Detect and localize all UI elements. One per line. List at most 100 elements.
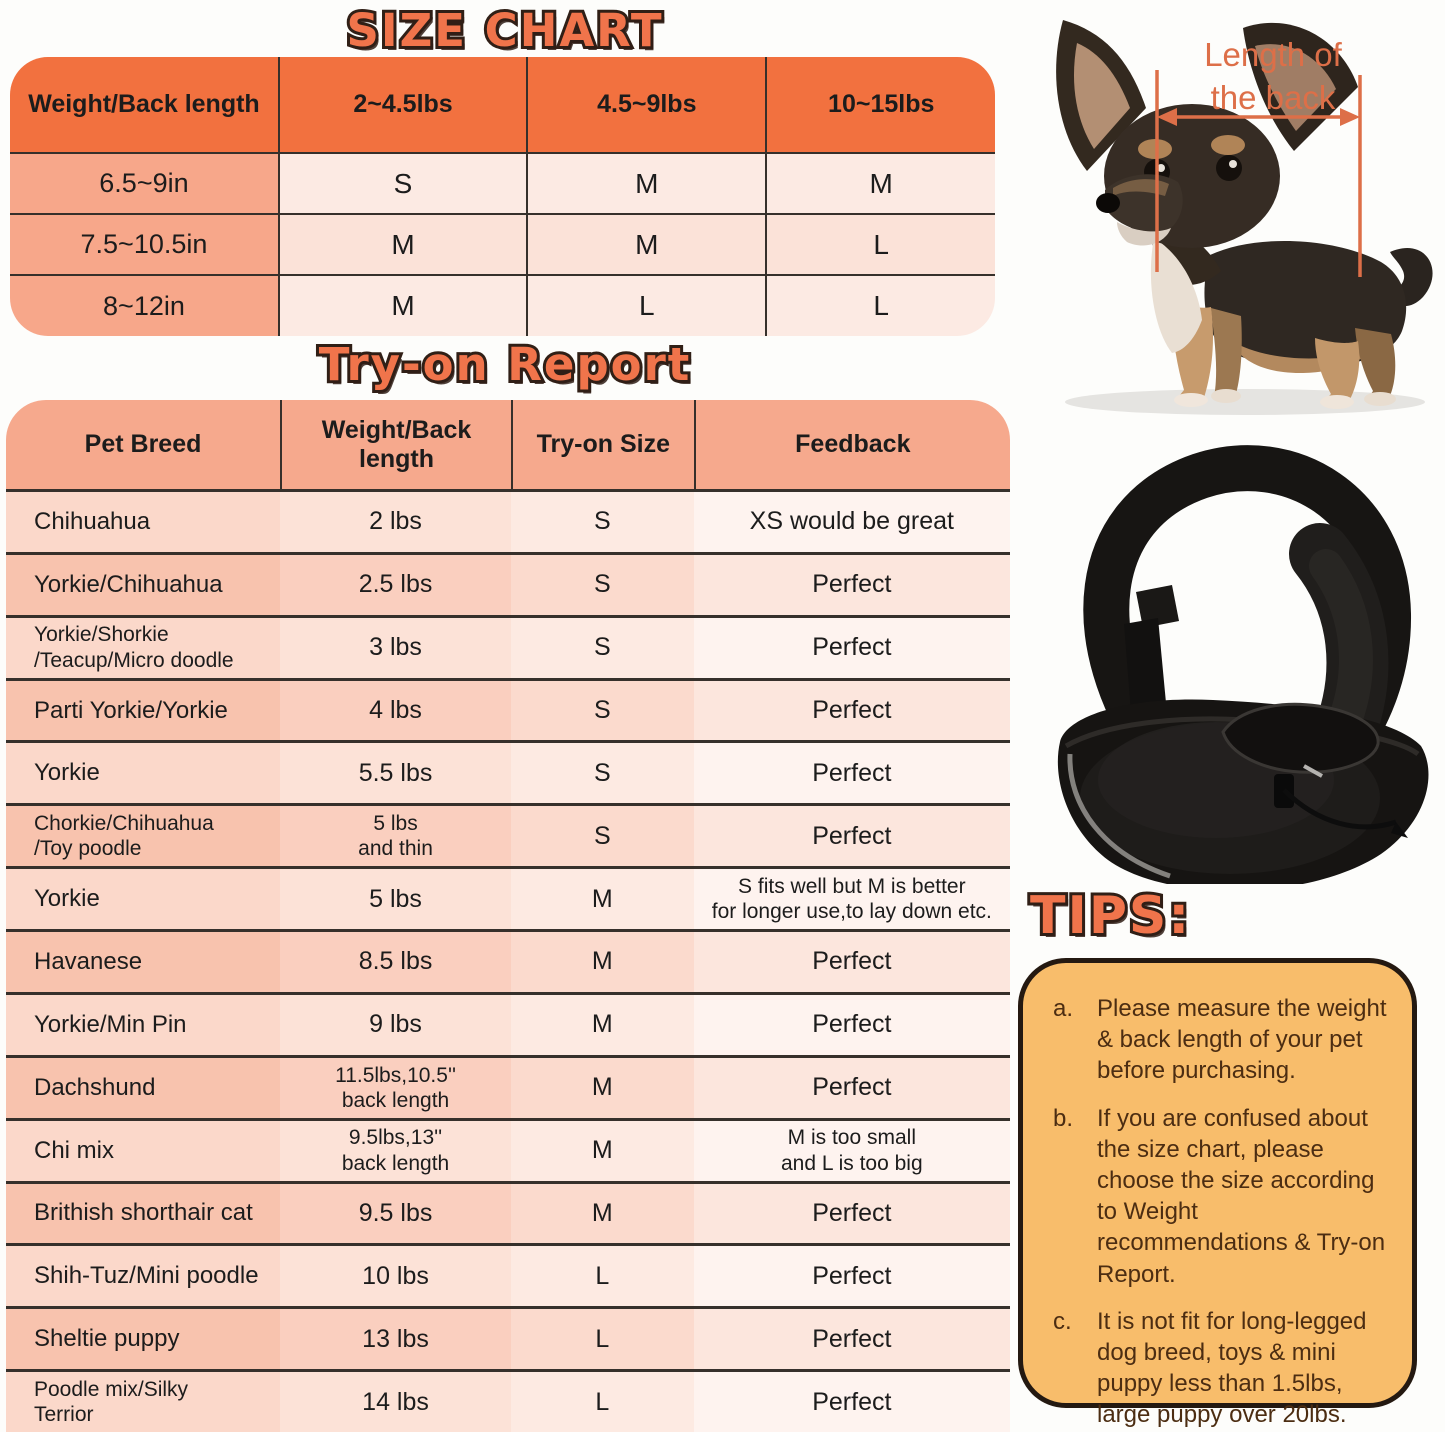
breed-cell: Chorkie/Chihuahua /Toy poodle [6, 803, 281, 867]
breed-cell: Chihuahua [6, 489, 281, 552]
tip-key: c. [1053, 1307, 1072, 1335]
tip-item: b. If you are confused about the size ch… [1039, 1103, 1392, 1290]
tryon-report-title: Try-on Report [316, 335, 693, 394]
size-cell: L [510, 1306, 694, 1370]
feedback-cell: XS would be great [693, 489, 1010, 552]
weight-cell: 5 lbs and thin [280, 803, 511, 867]
size-chart-header-cell: 10~15lbs [765, 57, 995, 152]
strap-buckle [1136, 585, 1179, 628]
dog-measurement-figure [1005, 0, 1445, 420]
zipper-pull [1303, 764, 1323, 778]
sling-carrier-figure [1008, 426, 1445, 884]
weight-cell: 11.5lbs,10.5'' back length [280, 1054, 511, 1118]
reflective-piping [1067, 753, 1171, 879]
size-cell: S [510, 489, 694, 552]
breed-cell: Sheltie puppy [6, 1306, 281, 1370]
tip-key: b. [1053, 1104, 1074, 1132]
size-chart-header-cell: 2~4.5lbs [277, 57, 527, 152]
size-chart-value-cell: L [526, 274, 766, 336]
tip-item: a. Please measure the weight & back leng… [1039, 993, 1392, 1087]
size-chart-header-cell: Weight/Back length [10, 57, 278, 152]
tryon-report-table: Pet Breed Weight/Back length Try-on Size Fe… [6, 400, 1010, 1432]
feedback-cell: Perfect [693, 551, 1010, 615]
feedback-cell: Perfect [693, 614, 1010, 678]
tips-title: TIPS: [1027, 883, 1192, 949]
arrowhead-right [1340, 108, 1360, 126]
breed-cell: Yorkie [6, 866, 281, 930]
size-cell: M [510, 991, 694, 1055]
tips-box: a. Please measure the weight & back leng… [1018, 958, 1417, 1428]
feedback-cell: Perfect [693, 1180, 1010, 1244]
breed-cell: Havanese [6, 929, 281, 992]
size-chart-header-cell: 4.5~9lbs [526, 57, 766, 152]
weight-cell: 9.5lbs,13'' back length [280, 1117, 511, 1181]
tip-text: If you are confused about the size chart… [1097, 1104, 1386, 1288]
size-cell: M [510, 866, 694, 930]
size-chart-row-label: 8~12in [10, 274, 278, 336]
feedback-cell: Perfect [693, 991, 1010, 1055]
size-cell: L [510, 1243, 694, 1307]
size-cell: L [510, 1369, 694, 1432]
back-length-measure-lines [1155, 70, 1362, 277]
feedback-cell: Perfect [693, 929, 1010, 992]
size-chart-title: SIZE CHART [343, 1, 664, 60]
tip-text: Please measure the weight & back length … [1097, 995, 1387, 1085]
breed-cell: Dachshund [6, 1054, 281, 1118]
weight-cell: 3 lbs [280, 614, 511, 678]
size-chart-row-label: 7.5~10.5in [10, 213, 278, 274]
breed-cell: Yorkie [6, 740, 281, 804]
weight-cell: 9 lbs [280, 991, 511, 1055]
size-chart-value-cell: M [277, 213, 527, 274]
size-chart-value-cell: M [765, 152, 995, 213]
size-chart-value-cell: M [526, 152, 766, 213]
arrowhead-left [1157, 108, 1177, 126]
tryon-header-cell: Try-on Size [510, 400, 694, 489]
chihuahua-illustration [1056, 20, 1433, 415]
size-chart-value-cell: L [765, 274, 995, 336]
tryon-header-cell: Weight/Back length [280, 400, 511, 489]
size-chart-row-label: 6.5~9in [10, 152, 278, 213]
weight-cell: 2 lbs [280, 489, 511, 552]
size-cell: S [510, 551, 694, 615]
tip-key: a. [1053, 995, 1074, 1022]
feedback-cell: M is too small and L is too big [693, 1117, 1010, 1181]
tryon-header-cell: Pet Breed [6, 400, 281, 489]
tip-text: It is not fit for long-legged dog breed,… [1097, 1307, 1367, 1429]
size-chart-value-cell: L [765, 213, 995, 274]
weight-cell: 8.5 lbs [280, 929, 511, 992]
weight-cell: 5 lbs [280, 866, 511, 930]
tip-item: c. It is not fit for long-legged dog bre… [1039, 1306, 1392, 1431]
size-cell: M [510, 929, 694, 992]
size-cell: M [510, 1117, 694, 1181]
feedback-cell: Perfect [693, 1369, 1010, 1432]
weight-cell: 14 lbs [280, 1369, 511, 1432]
weight-cell: 5.5 lbs [280, 740, 511, 804]
weight-cell: 9.5 lbs [280, 1180, 511, 1244]
size-chart-table: Weight/Back length 2~4.5lbs 4.5~9lbs 10~15l… [10, 57, 995, 336]
size-cell: M [510, 1054, 694, 1118]
breed-cell: Poodle mix/Silky Terrior [6, 1369, 281, 1432]
feedback-cell: S fits well but M is better for longer u… [693, 866, 1010, 930]
pouch-opening [1221, 702, 1380, 774]
feedback-cell: Perfect [693, 803, 1010, 867]
size-cell: M [510, 1180, 694, 1244]
weight-cell: 4 lbs [280, 677, 511, 741]
feedback-cell: Perfect [693, 1054, 1010, 1118]
breed-cell: Parti Yorkie/Yorkie [6, 677, 281, 741]
breed-cell: Yorkie/Min Pin [6, 991, 281, 1055]
feedback-cell: Perfect [693, 677, 1010, 741]
size-cell: S [510, 614, 694, 678]
size-chart-value-cell: M [526, 213, 766, 274]
breed-cell: Shih-Tuz/Mini poodle [6, 1243, 281, 1307]
sling-bag-illustration [1057, 445, 1429, 884]
weight-cell: 10 lbs [280, 1243, 511, 1307]
back-length-label: Length of the back [1204, 36, 1342, 116]
size-chart-value-cell: M [277, 274, 527, 336]
feedback-cell: Perfect [693, 1306, 1010, 1370]
feedback-cell: Perfect [693, 740, 1010, 804]
feedback-cell: Perfect [693, 1243, 1010, 1307]
breed-cell: Brithish shorthair cat [6, 1180, 281, 1244]
size-cell: S [510, 677, 694, 741]
breed-cell: Yorkie/Chihuahua [6, 551, 281, 615]
